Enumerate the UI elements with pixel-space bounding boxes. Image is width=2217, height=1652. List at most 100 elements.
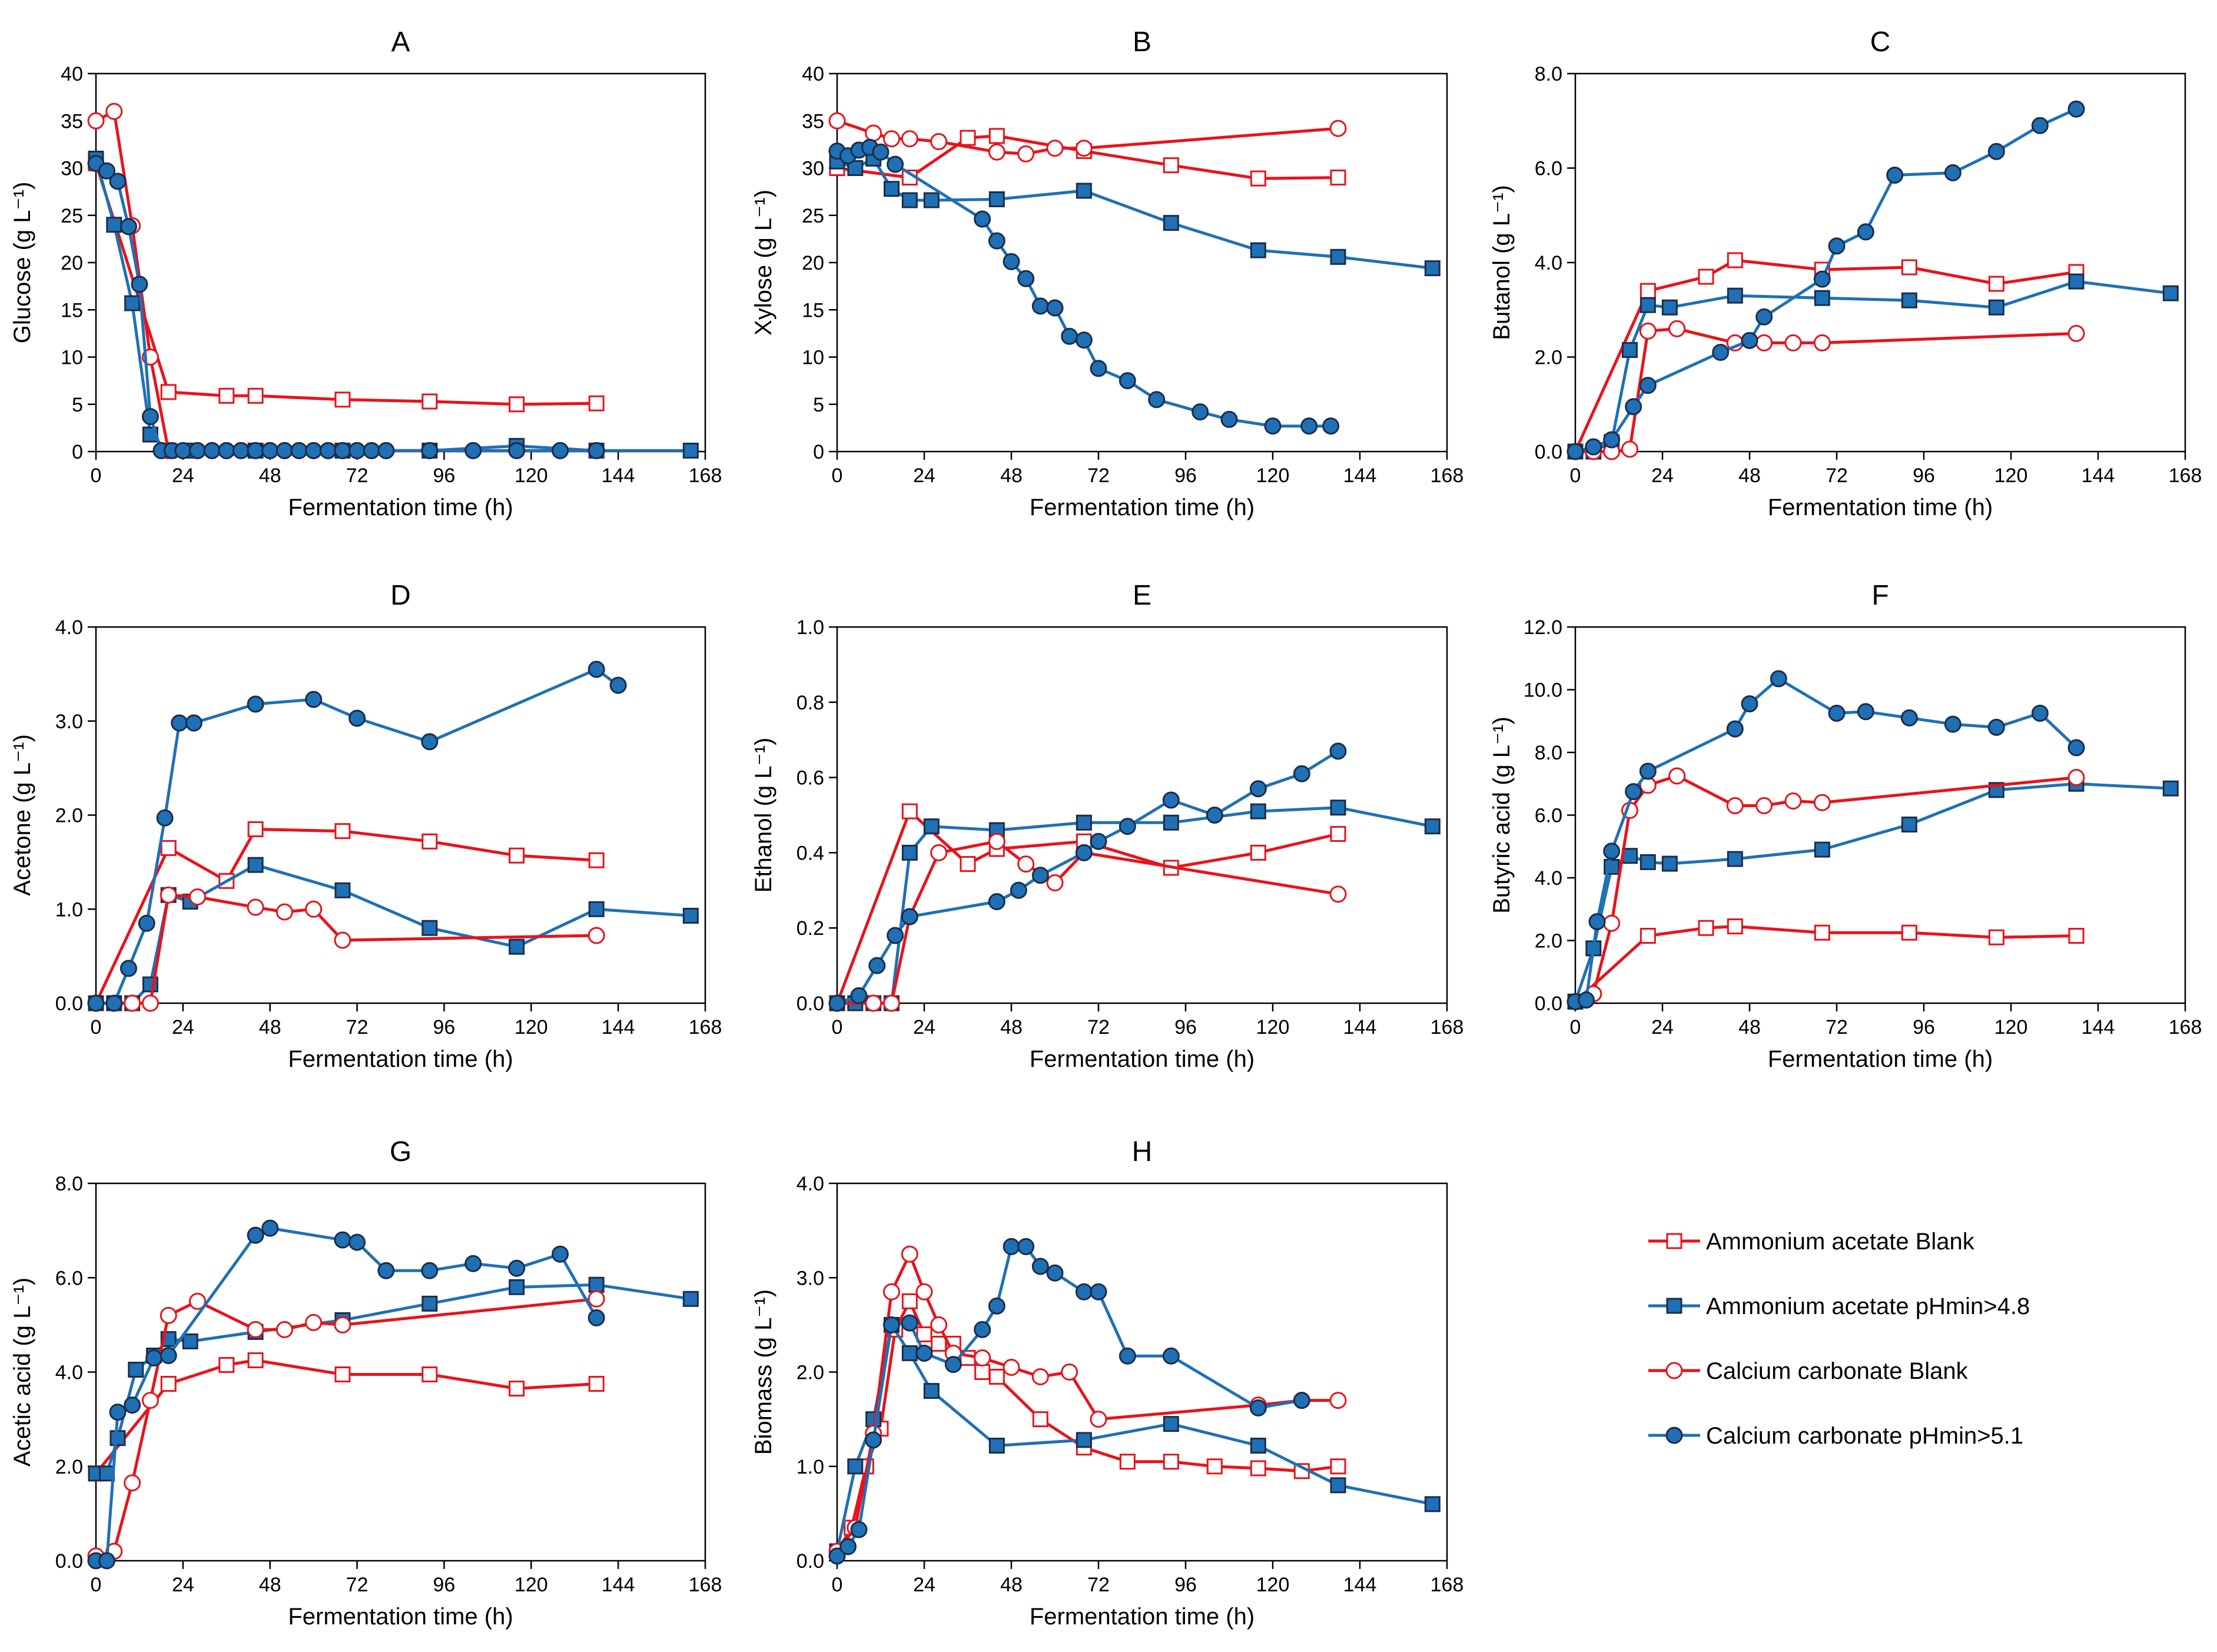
- x-tick-label: 120: [515, 1016, 548, 1039]
- data-point: [1698, 920, 1714, 936]
- x-tick-label: 120: [515, 465, 548, 487]
- x-tick-label: 144: [602, 465, 635, 487]
- data-point: [588, 395, 605, 412]
- data-point: [1661, 855, 1678, 872]
- data-point: [1119, 1454, 1136, 1470]
- x-tick-label: 168: [1431, 1016, 1464, 1039]
- y-axis-label: Butanol (g L⁻¹): [1489, 185, 1515, 340]
- data-point: [232, 442, 250, 459]
- x-tick-label: 96: [1174, 465, 1197, 487]
- data-point: [1987, 718, 2005, 736]
- y-tick-label: 4.0: [55, 616, 83, 639]
- x-tick-label: 72: [346, 1016, 369, 1039]
- data-point: [1017, 270, 1035, 287]
- data-point: [334, 931, 351, 949]
- data-point: [988, 893, 1005, 910]
- data-point: [828, 1547, 846, 1565]
- data-point: [124, 994, 141, 1012]
- data-point: [1770, 670, 1787, 688]
- series-line: [94, 162, 597, 406]
- x-tick-label: 120: [1256, 1016, 1290, 1039]
- data-point: [1163, 814, 1179, 831]
- data-point: [923, 192, 940, 208]
- y-tick-label: 4.0: [1535, 252, 1562, 274]
- data-point: [1622, 848, 1638, 864]
- legend-label: Calcium carbonate Blank: [1706, 1358, 1969, 1384]
- data-point: [1566, 443, 1584, 460]
- x-tick-label: 0: [1570, 1016, 1581, 1039]
- y-tick-label: 8.0: [1535, 742, 1562, 764]
- data-point: [868, 957, 886, 974]
- y-tick-label: 2.0: [1535, 930, 1562, 953]
- x-tick-label: 144: [602, 1574, 635, 1596]
- data-point: [1075, 844, 1093, 861]
- data-point: [305, 1313, 323, 1331]
- series-line: [1574, 925, 2077, 1003]
- data-point: [588, 661, 605, 678]
- x-axis-label: Fermentation time (h): [1030, 495, 1254, 520]
- data-point: [421, 733, 439, 751]
- data-point: [1901, 259, 1917, 276]
- series-calcium-carbonate-blank: [87, 886, 605, 1012]
- x-axis-label: Fermentation time (h): [1030, 1046, 1254, 1072]
- data-point: [334, 1366, 351, 1383]
- x-tick-label: 96: [433, 1016, 456, 1039]
- data-point: [160, 886, 177, 904]
- data-point: [1727, 851, 1743, 867]
- data-point: [2067, 324, 2085, 342]
- data-point: [160, 840, 177, 856]
- y-tick-label: 0.0: [1535, 993, 1562, 1015]
- series-line: [835, 810, 1339, 1004]
- data-point: [1163, 215, 1179, 231]
- data-point: [1220, 410, 1238, 428]
- data-point: [105, 102, 123, 120]
- data-point: [1578, 991, 1595, 1009]
- data-point: [1322, 417, 1340, 435]
- x-tick-label: 24: [172, 1574, 194, 1596]
- data-point: [182, 1333, 198, 1349]
- data-point: [1119, 372, 1136, 390]
- y-tick-label: 40: [802, 63, 824, 85]
- x-tick-label: 24: [172, 1016, 194, 1039]
- data-point: [509, 1381, 525, 1397]
- x-tick-label: 96: [1913, 1016, 1935, 1039]
- x-tick-label: 96: [1174, 1574, 1197, 1596]
- data-point: [1206, 807, 1223, 824]
- data-point: [1988, 299, 2004, 316]
- data-point: [1250, 1460, 1266, 1477]
- y-tick-label: 20: [61, 252, 83, 274]
- data-point: [1250, 803, 1266, 820]
- series-ammonium-acetate-blank: [829, 803, 1346, 1011]
- x-tick-label: 72: [1087, 465, 1110, 487]
- data-point: [1075, 140, 1093, 157]
- data-point: [883, 1283, 900, 1301]
- data-point: [1329, 885, 1347, 903]
- data-point: [1031, 1368, 1049, 1386]
- y-axis-label: Acetic acid (g L⁻¹): [9, 1278, 35, 1467]
- series-ammonium-acetate-blank: [88, 155, 605, 413]
- series-ammonium-acetate-blank: [1567, 918, 2085, 1010]
- data-point: [1032, 1411, 1048, 1428]
- series-line: [1574, 258, 2077, 453]
- data-point: [2031, 117, 2049, 134]
- data-point: [974, 1349, 991, 1366]
- x-tick-label: 72: [346, 465, 369, 487]
- data-point: [1813, 270, 1831, 288]
- data-point: [1639, 322, 1657, 340]
- data-point: [334, 882, 351, 898]
- data-point: [1698, 268, 1714, 285]
- data-point: [1901, 292, 1917, 308]
- x-tick-label: 144: [2082, 1016, 2115, 1039]
- data-point: [98, 162, 115, 180]
- series-calcium-carbonate-phmin-5-1: [828, 138, 1340, 435]
- data-point: [261, 1219, 279, 1237]
- data-point: [1264, 417, 1282, 435]
- data-point: [1163, 157, 1179, 174]
- data-point: [872, 143, 890, 161]
- data-point: [334, 392, 351, 408]
- data-point: [1249, 780, 1267, 798]
- data-point: [1017, 1238, 1035, 1255]
- legend-marker: [1666, 1233, 1682, 1249]
- data-point: [588, 927, 605, 944]
- x-tick-label: 0: [832, 1574, 843, 1596]
